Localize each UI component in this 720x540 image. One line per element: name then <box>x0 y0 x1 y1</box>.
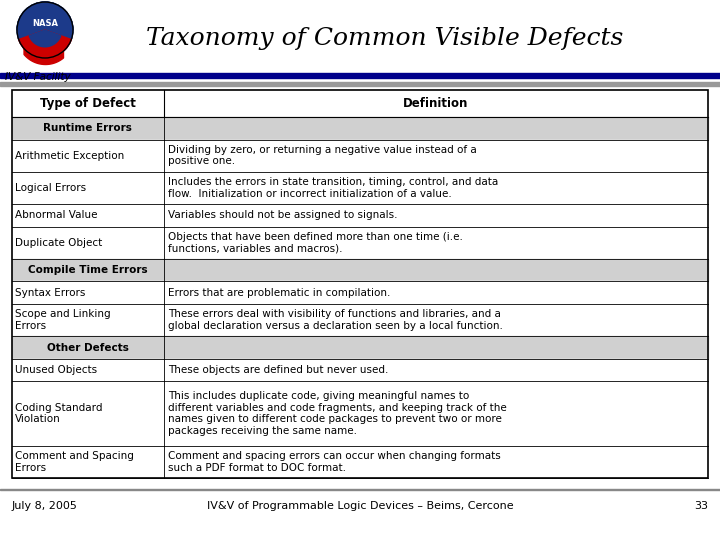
Wedge shape <box>19 30 71 58</box>
Bar <box>12 90 708 117</box>
Text: Scope and Linking
Errors: Scope and Linking Errors <box>15 309 111 331</box>
Text: These objects are defined but never used.: These objects are defined but never used… <box>168 365 388 375</box>
Text: IV&V Facility: IV&V Facility <box>5 72 71 82</box>
Bar <box>12 172 708 204</box>
Text: Arithmetic Exception: Arithmetic Exception <box>15 151 125 161</box>
Bar <box>12 304 708 336</box>
Wedge shape <box>17 2 73 30</box>
Text: This includes duplicate code, giving meaningful names to
different variables and: This includes duplicate code, giving mea… <box>168 391 506 436</box>
Circle shape <box>17 2 73 58</box>
Text: Duplicate Object: Duplicate Object <box>15 238 102 248</box>
Bar <box>0 73 720 78</box>
Bar <box>12 204 708 227</box>
Text: Includes the errors in state transition, timing, control, and data
flow.  Initia: Includes the errors in state transition,… <box>168 177 498 199</box>
Text: Logical Errors: Logical Errors <box>15 183 86 193</box>
Bar <box>0 489 720 490</box>
Bar <box>0 82 720 86</box>
Text: Comment and spacing errors can occur when changing formats
such a PDF format to : Comment and spacing errors can occur whe… <box>168 451 500 472</box>
Text: Variables should not be assigned to signals.: Variables should not be assigned to sign… <box>168 210 397 220</box>
Text: Definition: Definition <box>403 97 469 110</box>
Text: Runtime Errors: Runtime Errors <box>43 123 132 133</box>
Text: July 8, 2005: July 8, 2005 <box>12 501 78 511</box>
Bar <box>12 359 708 381</box>
Text: Errors that are problematic in compilation.: Errors that are problematic in compilati… <box>168 288 390 298</box>
Text: Dividing by zero, or returning a negative value instead of a
positive one.: Dividing by zero, or returning a negativ… <box>168 145 477 166</box>
Bar <box>12 446 708 478</box>
Text: Compile Time Errors: Compile Time Errors <box>28 265 148 275</box>
Text: Objects that have been defined more than one time (i.e.
functions, variables and: Objects that have been defined more than… <box>168 232 463 253</box>
Text: Other Defects: Other Defects <box>47 342 129 353</box>
Text: Unused Objects: Unused Objects <box>15 365 97 375</box>
Bar <box>12 259 708 281</box>
Text: NASA: NASA <box>32 19 58 29</box>
Text: Comment and Spacing
Errors: Comment and Spacing Errors <box>15 451 134 472</box>
Text: Type of Defect: Type of Defect <box>40 97 136 110</box>
Text: Abnormal Value: Abnormal Value <box>15 210 97 220</box>
Bar <box>12 227 708 259</box>
Bar <box>12 139 708 172</box>
Bar <box>12 117 708 139</box>
Bar <box>12 381 708 446</box>
Text: Coding Standard
Violation: Coding Standard Violation <box>15 403 102 424</box>
Wedge shape <box>30 30 60 47</box>
Text: IV&V of Programmable Logic Devices – Beims, Cercone: IV&V of Programmable Logic Devices – Bei… <box>207 501 513 511</box>
Text: Syntax Errors: Syntax Errors <box>15 288 86 298</box>
Text: Taxonomy of Common Visible Defects: Taxonomy of Common Visible Defects <box>146 26 624 50</box>
Text: 33: 33 <box>694 501 708 511</box>
Bar <box>12 281 708 304</box>
Text: These errors deal with visibility of functions and libraries, and a
global decla: These errors deal with visibility of fun… <box>168 309 503 331</box>
Bar <box>12 336 708 359</box>
Bar <box>12 90 708 478</box>
